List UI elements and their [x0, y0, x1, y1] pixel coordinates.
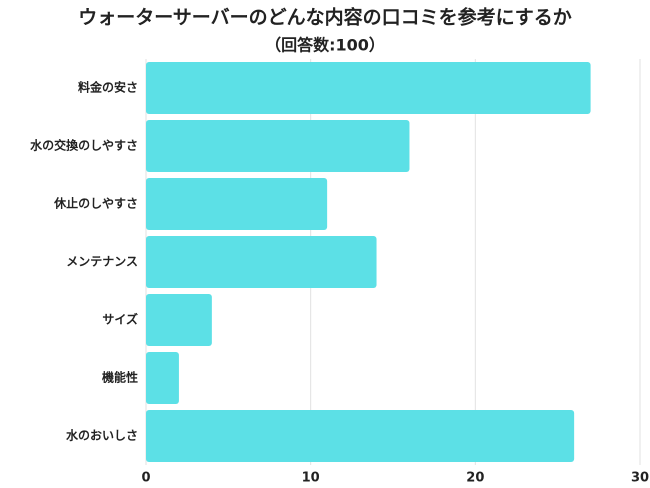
chart-subtitle: （回答数:100）	[265, 36, 385, 55]
y-tick-label: 休止のしやすさ	[53, 196, 138, 211]
bar	[146, 410, 575, 462]
bar	[146, 352, 179, 404]
y-tick-label: メンテナンス	[66, 255, 138, 269]
y-tick-label: 料金の安さ	[78, 80, 138, 95]
x-tick-label: 10	[302, 471, 320, 486]
bar	[146, 178, 328, 230]
y-tick-label: 水の交換のしやすさ	[30, 138, 138, 153]
chart-title: ウォーターサーバーのどんな内容の口コミを参考にするか	[78, 6, 572, 29]
bar	[146, 120, 410, 172]
x-tick-label: 0	[141, 471, 150, 486]
bar	[146, 62, 591, 114]
y-tick-label: 水のおいしさ	[66, 428, 138, 443]
x-tick-label: 20	[466, 471, 484, 486]
y-tick-label: 機能性	[102, 370, 138, 385]
bar	[146, 236, 377, 288]
x-tick-label: 30	[631, 471, 649, 486]
y-tick-label: サイズ	[102, 312, 138, 327]
bar	[146, 294, 212, 346]
